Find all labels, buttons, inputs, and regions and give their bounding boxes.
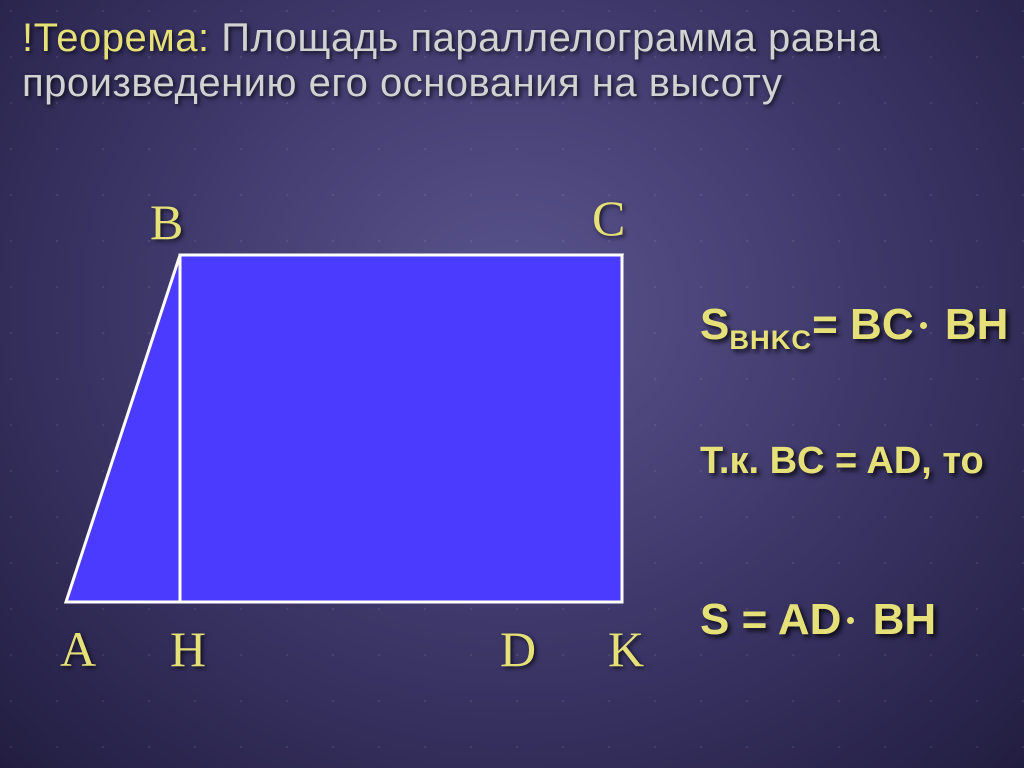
formula-SBHKC: SBHKC= BC BH [700, 300, 1008, 356]
f1-mid: = BC [812, 300, 913, 349]
vertex-label-H: H [170, 620, 206, 678]
vertex-label-B: B [150, 193, 183, 251]
f1-sub: BHKC [729, 324, 812, 355]
rect-BHKC [180, 255, 622, 602]
f3-pre: S = AD [700, 595, 841, 644]
multiply-dot-icon [920, 322, 927, 329]
multiply-dot-icon [847, 617, 854, 624]
vertex-label-D: D [500, 620, 536, 678]
f3-post: BH [860, 595, 936, 644]
vertex-label-K: K [608, 620, 644, 678]
vertex-label-A: A [60, 620, 96, 678]
formula-S-AD-BH: S = AD BH [700, 595, 936, 645]
f1-post: BH [933, 300, 1009, 349]
f1-S: S [700, 300, 729, 349]
vertex-label-C: C [592, 189, 625, 247]
formula-since: Т.к. BC = AD, то [700, 440, 984, 483]
